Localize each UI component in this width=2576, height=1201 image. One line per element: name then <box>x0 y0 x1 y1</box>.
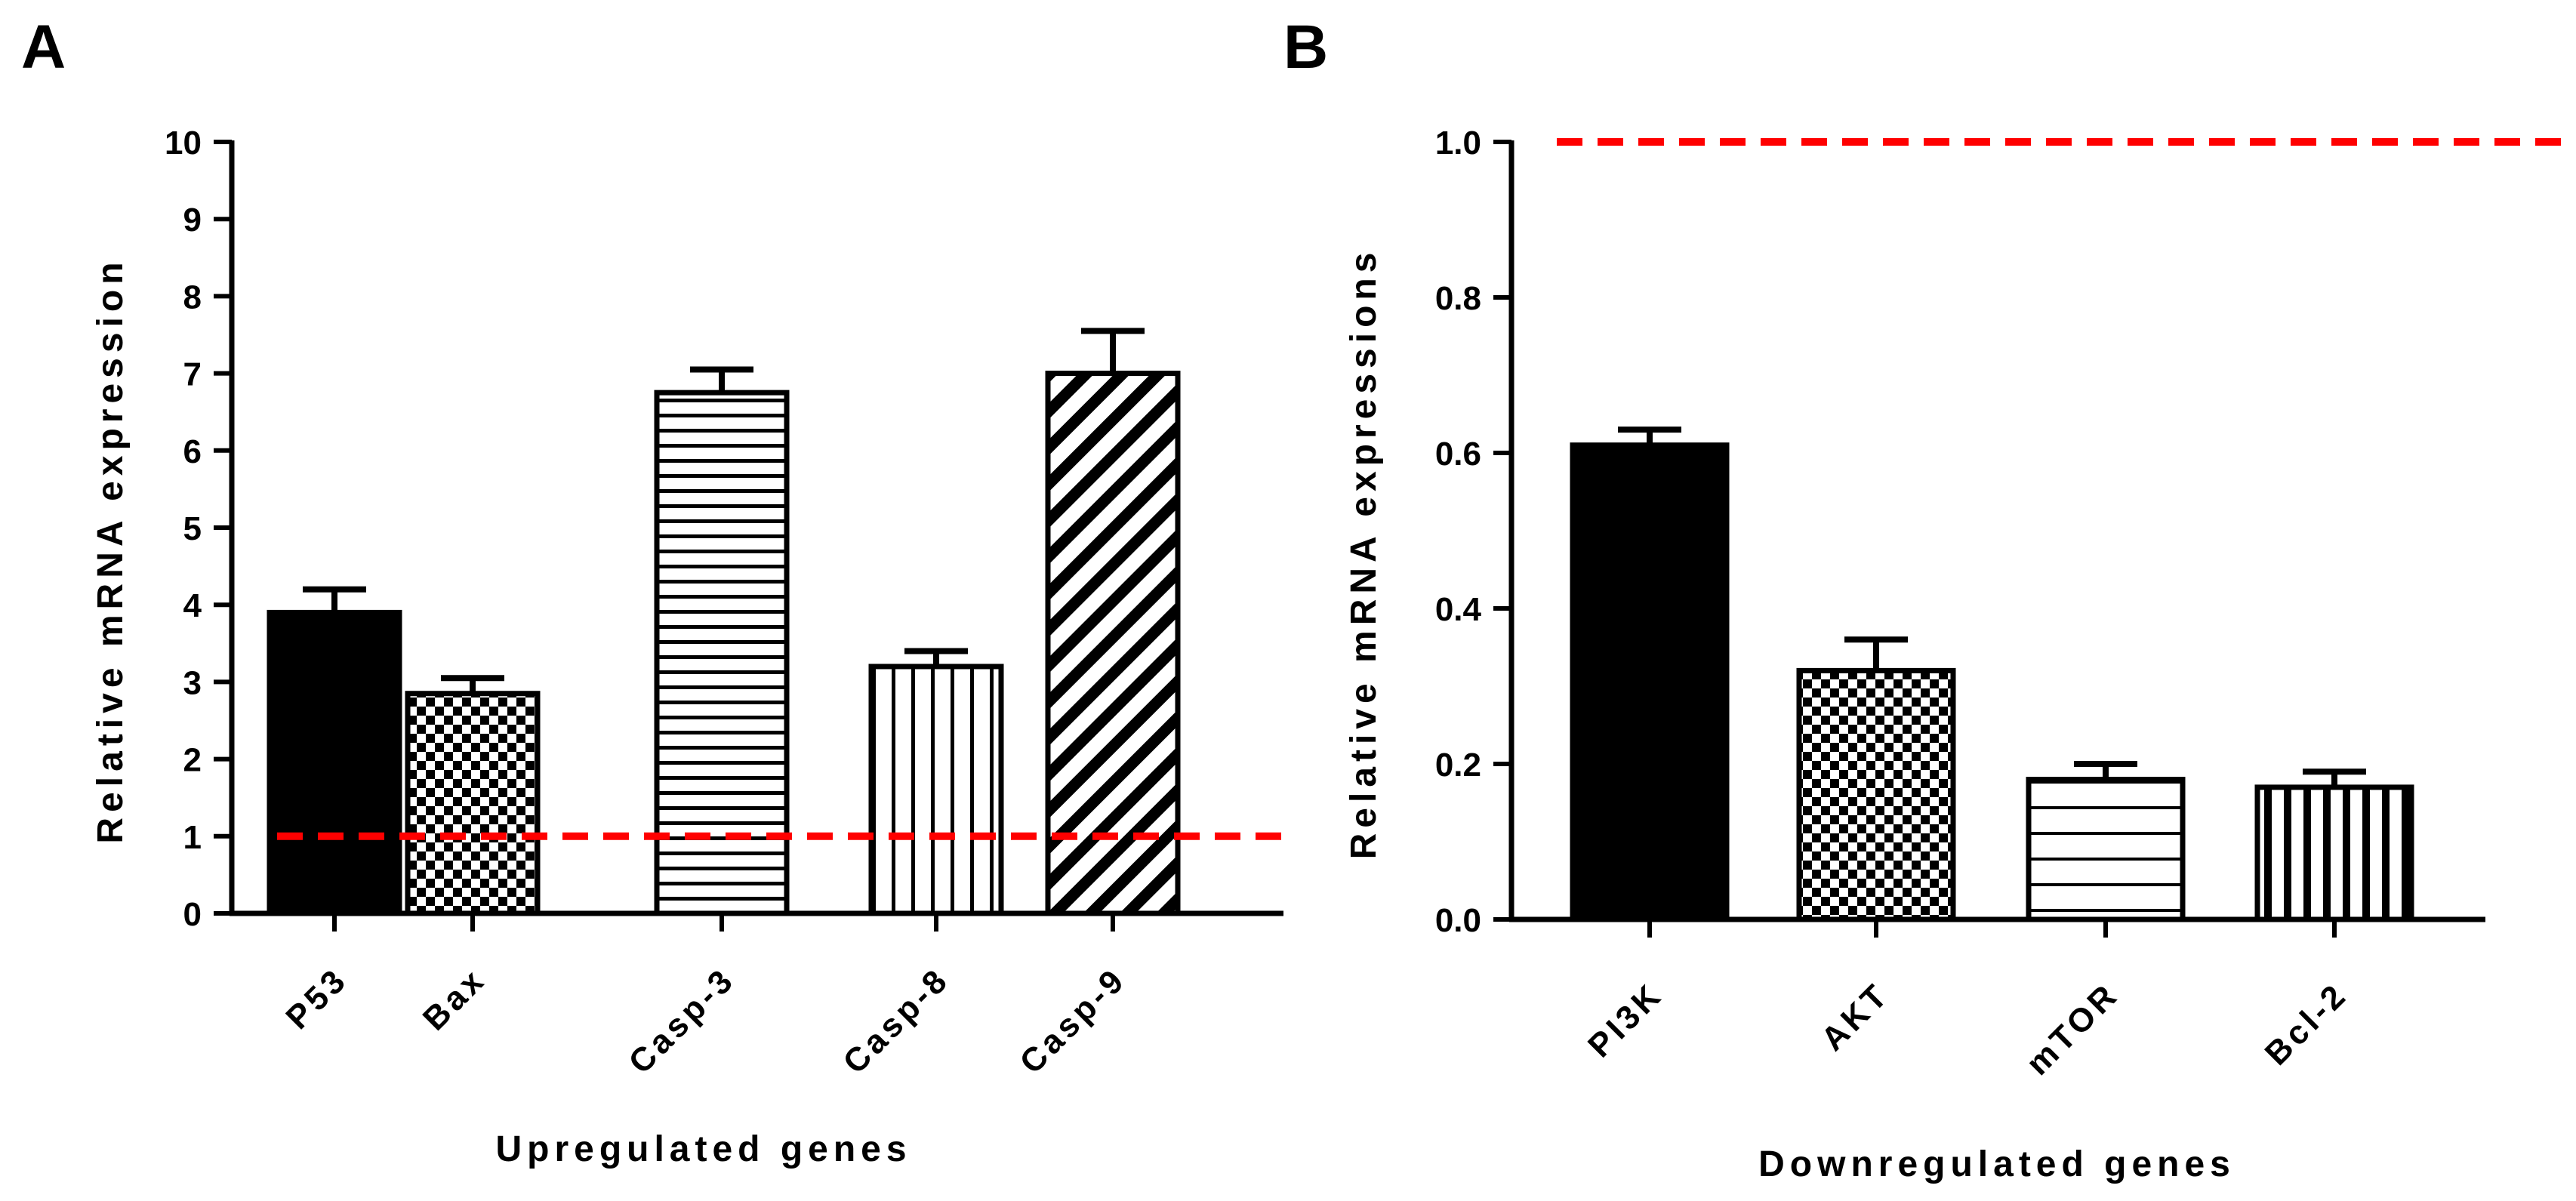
y-tick-label-b-4: 0.8 <box>1435 280 1481 317</box>
chart-panel-a: P53 Bax Casp-3 Casp-8 Casp-9 0 1 2 3 4 5 6 7 8 9 10 Rela… <box>91 125 1283 1169</box>
x-axis-title-b: Downregulated genes <box>1758 1144 2236 1184</box>
x-tick-label-a-1: P53 <box>279 960 355 1036</box>
y-tick-label-a-2: 2 <box>183 742 202 779</box>
x-axis-title-a: Upregulated genes <box>495 1129 911 1169</box>
bar-bcl-2 <box>2254 784 2414 922</box>
y-tick-label-a-3: 3 <box>183 664 202 701</box>
x-tick-label-a-4: Casp-8 <box>836 960 957 1081</box>
x-tick-label-b-4: Bcl-2 <box>2258 975 2355 1072</box>
y-tick-label-b-3: 0.6 <box>1435 436 1481 473</box>
y-tick-label-a-10: 10 <box>165 125 202 162</box>
y-tick-label-a-4: 4 <box>183 587 202 624</box>
y-tick-label-a-1: 1 <box>183 819 202 856</box>
bar-pi3k <box>1570 442 1730 922</box>
panel-label-b: B <box>1283 13 1328 82</box>
bar-casp-3 <box>654 390 790 916</box>
y-tick-label-b-5: 1.0 <box>1435 125 1481 162</box>
y-tick-label-b-2: 0.4 <box>1435 591 1482 628</box>
bar-p53 <box>267 609 402 916</box>
y-tick-label-b-0: 0.0 <box>1435 902 1481 939</box>
panel-label-a: A <box>21 13 66 82</box>
y-tick-label-b-1: 0.2 <box>1435 747 1481 784</box>
bar-bax <box>405 691 541 916</box>
y-tick-label-a-5: 5 <box>183 510 202 547</box>
y-tick-label-a-8: 8 <box>183 279 202 316</box>
x-tick-label-a-3: Casp-3 <box>621 960 742 1081</box>
x-tick-label-a-2: Bax <box>416 960 493 1037</box>
bar-casp-8 <box>868 664 1004 916</box>
y-tick-label-a-9: 9 <box>183 202 202 239</box>
chart-panel-b: PI3K AKT mTOR Bcl-2 0.0 0.2 0.4 0.6 0.8 1.0 Relati… <box>1344 125 2576 1184</box>
y-tick-label-a-0: 0 <box>183 896 202 933</box>
y-tick-label-a-6: 6 <box>183 433 202 470</box>
y-tick-label-a-7: 7 <box>183 356 202 393</box>
y-axis-title-b: Relative mRNA expressions <box>1344 248 1384 860</box>
bar-casp-9 <box>1045 371 1181 916</box>
y-axis-title-a: Relative mRNA expression <box>91 257 131 843</box>
x-tick-label-b-2: AKT <box>1814 975 1897 1058</box>
x-tick-label-b-1: PI3K <box>1581 975 1670 1064</box>
x-tick-label-b-3: mTOR <box>2019 975 2126 1082</box>
bar-akt <box>1796 667 1956 922</box>
x-tick-label-a-5: Casp-9 <box>1012 960 1133 1081</box>
bar-mtor <box>2026 777 2186 922</box>
